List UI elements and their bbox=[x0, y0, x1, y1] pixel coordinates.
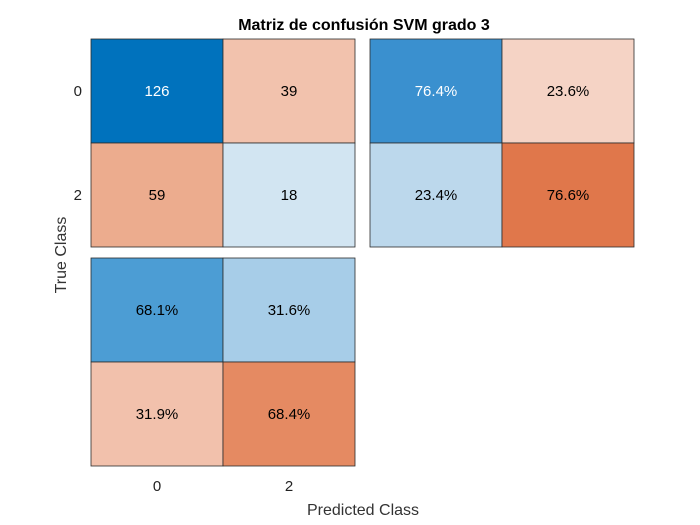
column-summary-label-0-1: 31.6% bbox=[268, 302, 311, 319]
count-cell-1-0 bbox=[90, 142, 224, 248]
row-summary-label-0-1: 23.6% bbox=[547, 83, 590, 100]
column-summary-label-1-0: 31.9% bbox=[136, 406, 179, 423]
count-label-1-0: 59 bbox=[149, 187, 166, 204]
y-tick-label-1: 2 bbox=[74, 187, 82, 204]
row-summary-cell-1-1 bbox=[501, 142, 635, 248]
row-summary-cell-1-0 bbox=[369, 142, 503, 248]
column-summary-cell-0-1 bbox=[222, 257, 356, 363]
count-label-0-0: 126 bbox=[144, 83, 169, 100]
count-cell-0-0 bbox=[90, 38, 224, 144]
row-summary-label-1-1: 76.6% bbox=[547, 187, 590, 204]
y-axis-label: True Class bbox=[53, 217, 70, 294]
column-summary-cell-1-1 bbox=[222, 361, 356, 467]
column-summary-label-0-0: 68.1% bbox=[136, 302, 179, 319]
count-cell-0-1 bbox=[222, 38, 356, 144]
x-tick-label-1: 2 bbox=[285, 478, 293, 495]
count-label-0-1: 39 bbox=[281, 83, 298, 100]
row-summary-cell-0-1 bbox=[501, 38, 635, 144]
row-summary-cell-0-0 bbox=[369, 38, 503, 144]
count-cell-1-1 bbox=[222, 142, 356, 248]
row-summary-label-0-0: 76.4% bbox=[415, 83, 458, 100]
x-tick-label-0: 0 bbox=[153, 478, 161, 495]
chart-title: Matriz de confusión SVM grado 3 bbox=[238, 17, 490, 34]
count-label-1-1: 18 bbox=[281, 187, 298, 204]
x-axis-label: Predicted Class bbox=[307, 502, 419, 519]
row-summary-label-1-0: 23.4% bbox=[415, 187, 458, 204]
column-summary-label-1-1: 68.4% bbox=[268, 406, 311, 423]
y-tick-label-0: 0 bbox=[74, 83, 82, 100]
